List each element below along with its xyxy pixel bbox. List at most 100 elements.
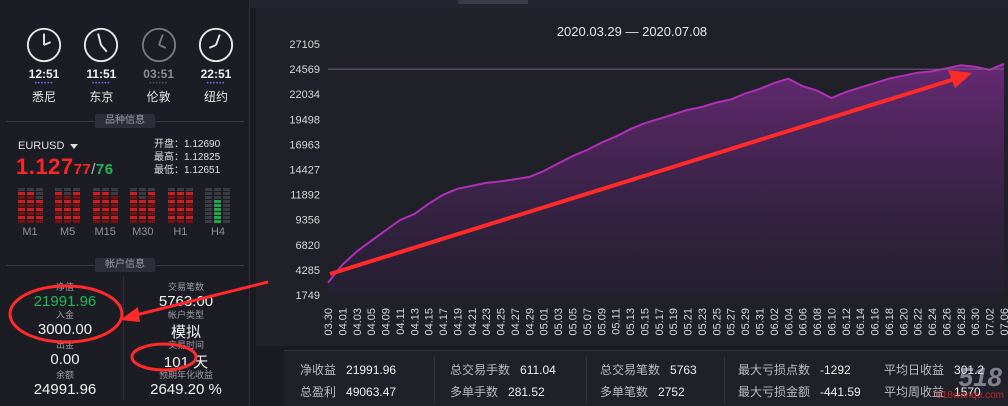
trades-label: 交易笔数 [167, 282, 204, 292]
divider [586, 357, 587, 403]
x-tick-label: 06.02 [769, 308, 781, 336]
y-tick-label: 6820 [296, 240, 320, 252]
x-tick-label: 05.21 [683, 308, 695, 336]
clock-city: 纽约 [203, 90, 228, 104]
x-tick-label: 04.05 [366, 308, 378, 336]
x-tick-label: 05.01 [539, 308, 551, 336]
clock-time: 03:51 [143, 67, 174, 81]
x-tick-label: 04.09 [381, 308, 393, 336]
world-clocks: 12:51 •••••• 悉尼 11:51 •••••• 东京 03:51 ••… [14, 26, 246, 106]
balance-label: 余额 [55, 370, 74, 380]
clock-city: 悉尼 [31, 90, 56, 104]
timeframe-m30[interactable]: M30 [129, 188, 157, 238]
account-type-cell: 帐户类型 模拟 [130, 308, 242, 342]
chevron-down-icon[interactable] [70, 143, 79, 149]
x-tick-label: 04.17 [438, 308, 450, 336]
stat-value: 1570 [954, 385, 981, 399]
timeframe-strength-bars: M1 M5 M15 M30 H1 H4 [14, 188, 234, 238]
strength-column [139, 188, 147, 224]
x-tick-label: 04.13 [409, 308, 421, 336]
stat-label: 最大亏损点数 [738, 363, 811, 377]
strength-column [35, 188, 43, 224]
stat-item: 总交易手数 611.04 [450, 361, 556, 378]
clock-sydney: 12:51 •••••• 悉尼 [20, 26, 68, 106]
clock-london: 03:51 •••••• 伦敦 [135, 26, 183, 106]
divider [123, 276, 124, 400]
stat-value: 611.04 [520, 363, 556, 377]
return-value: 2649.20 % [150, 381, 222, 398]
x-tick-label: 06.20 [898, 308, 910, 336]
timeframe-label: M30 [132, 226, 154, 238]
timeframe-m5[interactable]: M5 [54, 188, 82, 238]
x-tick-label: 04.01 [337, 308, 349, 336]
stat-value: 5763 [670, 363, 697, 377]
stat-item: 总盈利 49063.47 [300, 383, 396, 400]
timeframe-h1[interactable]: H1 [166, 188, 194, 238]
clock-city: 东京 [89, 90, 114, 104]
x-tick-label: 06.26 [941, 308, 953, 336]
clock-time: 11:51 [86, 67, 117, 81]
y-tick-label: 14427 [289, 165, 320, 177]
stat-item: 平均周收益 1570 [884, 383, 981, 400]
top-tab[interactable] [458, 0, 528, 4]
x-tick-label: 05.19 [668, 308, 680, 336]
x-tick-label: 04.23 [481, 308, 493, 336]
stat-item: 多单手数 281.52 [450, 383, 545, 400]
watermark-url: 518wanqu.com [936, 390, 1004, 401]
section-title: 帐户信息 [95, 258, 155, 272]
account-type-label: 帐户类型 [167, 310, 204, 320]
y-tick-label: 4285 [296, 265, 320, 277]
strength-column [167, 188, 175, 224]
clock-dots: •••••• [149, 81, 168, 87]
x-tick-label: 05.09 [596, 308, 608, 336]
x-tick-label: 04.21 [467, 308, 479, 336]
timeframe-label: H4 [210, 226, 225, 238]
stat-value: 49063.47 [346, 385, 397, 399]
x-tick-label: 05.29 [740, 308, 752, 336]
stat-item: 多单笔数 2752 [600, 383, 685, 400]
stat-item: 最大亏损金额 -441.59 [738, 383, 861, 400]
watermark-logo: 518 [958, 362, 1002, 392]
stats-bar: 净收益 21991.96 总盈利 49063.47 总交易手数 611.04 多单手数 281… [284, 350, 1008, 406]
timeframe-m1[interactable]: M1 [16, 188, 44, 238]
clock-dots: •••••• [34, 81, 54, 87]
stat-label: 净收益 [300, 363, 337, 377]
x-tick-label: 04.29 [524, 308, 536, 336]
stat-item: 平均日收益 301.2 [884, 361, 984, 378]
stat-value: 301.2 [954, 363, 985, 377]
x-tick-label: 06.04 [783, 308, 795, 336]
symbol-selector[interactable]: EURUSD [18, 140, 79, 152]
x-tick-label: 06.22 [913, 308, 925, 336]
strength-column [73, 188, 81, 224]
trades-cell: 交易笔数 5763.00 [130, 280, 242, 310]
timeframe-label: H1 [173, 226, 188, 238]
strength-column [148, 188, 156, 224]
stat-value: -1292 [820, 363, 851, 377]
price-sep: / [91, 161, 96, 178]
clock-time: 12:51 [28, 67, 60, 81]
clock-dots: •••••• [206, 81, 226, 87]
account-panel: 净值 21991.96 入金 3000.00 出金 0.00 余额 24991.… [0, 270, 250, 406]
y-tick-label: 24569 [289, 64, 320, 76]
y-tick-label: 16963 [289, 139, 320, 151]
equity-cell: 净值 21991.96 [10, 280, 120, 310]
open-price: 开盘：1.12690 [154, 139, 221, 150]
x-tick-label: 07.06 [999, 308, 1008, 336]
y-tick-label: 9356 [296, 215, 320, 227]
chart-title: 2020.03.29 — 2020.07.08 [556, 24, 708, 39]
deposit-value: 3000.00 [37, 321, 93, 338]
timeframe-m15[interactable]: M15 [91, 188, 119, 238]
x-tick-label: 06.24 [927, 308, 939, 336]
x-tick-label: 04.27 [510, 308, 522, 336]
price-ask-tail: 76 [95, 161, 114, 178]
stat-label: 多单笔数 [600, 385, 649, 399]
x-tick-label: 04.19 [452, 308, 464, 336]
clock-tokyo: 11:51 •••••• 东京 [77, 26, 125, 106]
strength-column [214, 188, 222, 224]
x-tick-label: 04.03 [352, 308, 364, 336]
x-tick-label: 04.25 [496, 308, 508, 336]
x-tick-label: 05.03 [553, 308, 565, 336]
price-bid-tail: 77 [73, 161, 92, 178]
timeframe-h4[interactable]: H4 [204, 188, 232, 238]
clock-time: 22:51 [200, 67, 232, 81]
